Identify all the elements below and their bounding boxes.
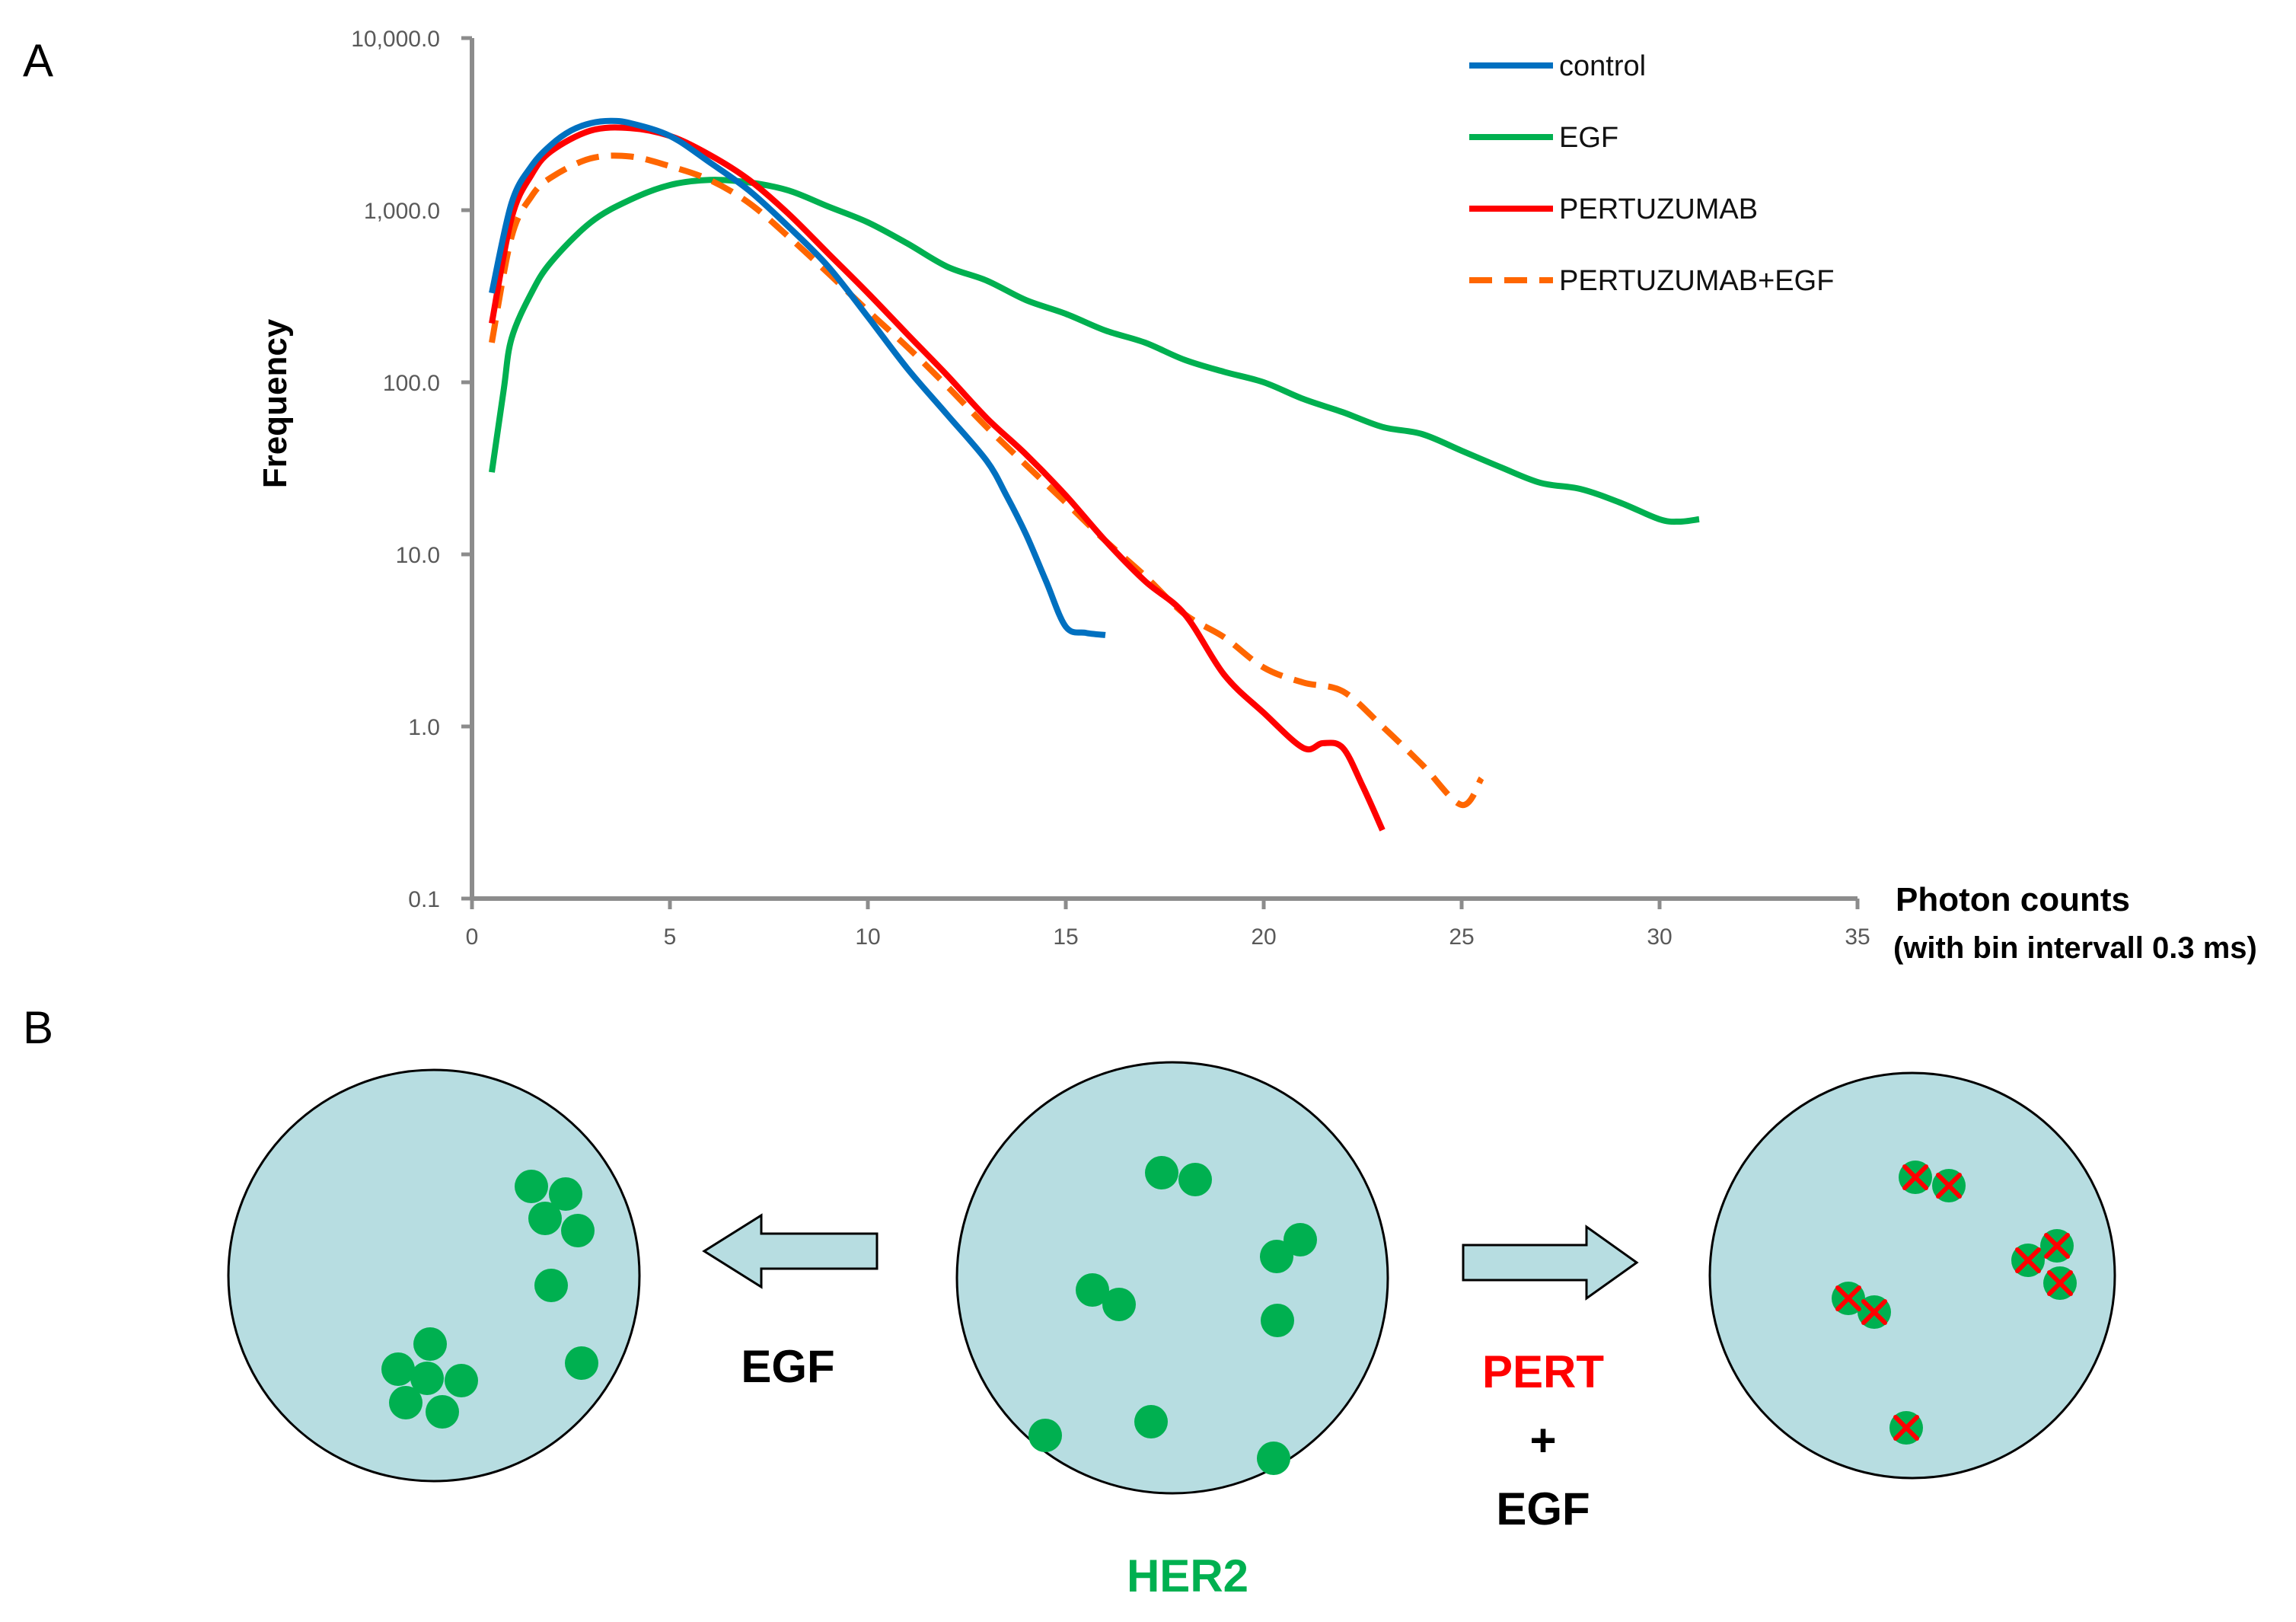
her2-receptor-dot — [1284, 1223, 1317, 1256]
panel-label-b: B — [23, 1002, 53, 1053]
y-axis-ticks: 0.1 1.0 10.0 100.0 1,000.0 10,000.0 — [351, 27, 472, 912]
her2-receptor-dot — [515, 1170, 548, 1203]
her2-receptor-dot — [426, 1395, 459, 1429]
block-x-mark — [2015, 1247, 2041, 1273]
her2-receptor-dot — [528, 1202, 562, 1235]
cell-pert-egf — [1708, 1071, 2116, 1480]
her2-receptor-dot — [565, 1346, 598, 1380]
legend-label: control — [1559, 50, 1646, 82]
x-tick-label: 15 — [1053, 924, 1078, 950]
legend-label: EGF — [1559, 122, 1618, 154]
x-tick-label: 25 — [1449, 924, 1474, 950]
legend-label: PERTUZUMAB+EGF — [1559, 265, 1834, 297]
block-x-mark — [1936, 1173, 1962, 1199]
block-x-mark — [1835, 1285, 1861, 1311]
her2-receptor-dot — [1260, 1240, 1293, 1273]
block-x-mark — [1902, 1164, 1928, 1190]
her2-label: HER2 — [1127, 1550, 1248, 1601]
her2-receptor-dot — [1178, 1163, 1212, 1196]
her2-receptor-dot — [534, 1269, 568, 1302]
arrow-left — [702, 1213, 879, 1289]
x-tick-label: 35 — [1845, 924, 1870, 950]
block-x-mark — [2047, 1270, 2073, 1296]
her2-receptor-dot — [445, 1364, 478, 1397]
line-chart: 0.1 1.0 10.0 100.0 1,000.0 10,000.0 0 5 10 15 20 2… — [257, 27, 2257, 965]
y-axis-title: Frequency — [257, 318, 294, 488]
her2-receptor-dot — [1257, 1442, 1290, 1475]
x-axis-subtitle: (with bin intervall 0.3 ms) — [1893, 931, 2257, 965]
her2-receptor-dot — [1028, 1419, 1062, 1452]
her2-receptor-dot — [381, 1352, 415, 1386]
legend-label: PERTUZUMAB — [1559, 193, 1758, 225]
block-x-mark — [1893, 1415, 1919, 1441]
her2-diagram: EGF PERT + EGF HER2 — [227, 1061, 2116, 1601]
x-tick-label: 30 — [1647, 924, 1672, 950]
her2-receptor-dot — [410, 1362, 444, 1395]
egf-arrow-label: EGF — [741, 1341, 834, 1392]
pert-label: PERT — [1482, 1346, 1604, 1397]
her2-receptor-dot — [389, 1386, 423, 1419]
legend: control EGF PERTUZUMAB PERTUZUMAB+EGF — [1469, 50, 1834, 297]
plus-label: + — [1529, 1415, 1556, 1466]
her2-receptor-dot — [1102, 1288, 1136, 1321]
y-tick-label: 100.0 — [383, 371, 440, 396]
series-line-pertuzumab-egf — [489, 152, 1484, 808]
x-axis-ticks: 0 5 10 15 20 25 30 35 — [466, 899, 1870, 950]
series-line-pertuzumab — [489, 124, 1386, 832]
y-tick-label: 1.0 — [408, 715, 440, 740]
series-line-egf — [489, 177, 1700, 525]
y-tick-label: 0.1 — [408, 887, 440, 912]
her2-receptor-dot — [1145, 1156, 1178, 1189]
x-tick-label: 5 — [664, 924, 677, 950]
y-tick-label: 10,000.0 — [351, 27, 440, 52]
y-tick-label: 1,000.0 — [364, 199, 440, 224]
her2-receptor-dot — [1076, 1273, 1109, 1307]
y-tick-label: 10.0 — [396, 543, 440, 568]
arrow-right — [1462, 1224, 1639, 1301]
her2-receptor-dot — [1134, 1405, 1168, 1438]
x-tick-label: 10 — [855, 924, 880, 950]
x-axis-title: Photon counts — [1896, 881, 2130, 918]
block-x-mark — [2044, 1233, 2070, 1259]
cell-her2-baseline — [955, 1061, 1389, 1495]
panel-label-a: A — [23, 35, 53, 86]
x-tick-label: 20 — [1251, 924, 1276, 950]
block-x-mark — [1861, 1299, 1887, 1325]
her2-receptor-dot — [413, 1327, 447, 1361]
x-tick-label: 0 — [466, 924, 479, 950]
series-lines — [489, 117, 1700, 832]
her2-receptor-dot — [1261, 1304, 1294, 1337]
her2-receptor-dot — [561, 1214, 595, 1247]
egf-combo-label: EGF — [1496, 1483, 1590, 1534]
series-line-control — [489, 117, 1106, 638]
her2-receptor-dot — [549, 1177, 582, 1211]
pertuzumab-block-marks — [1835, 1164, 2073, 1441]
